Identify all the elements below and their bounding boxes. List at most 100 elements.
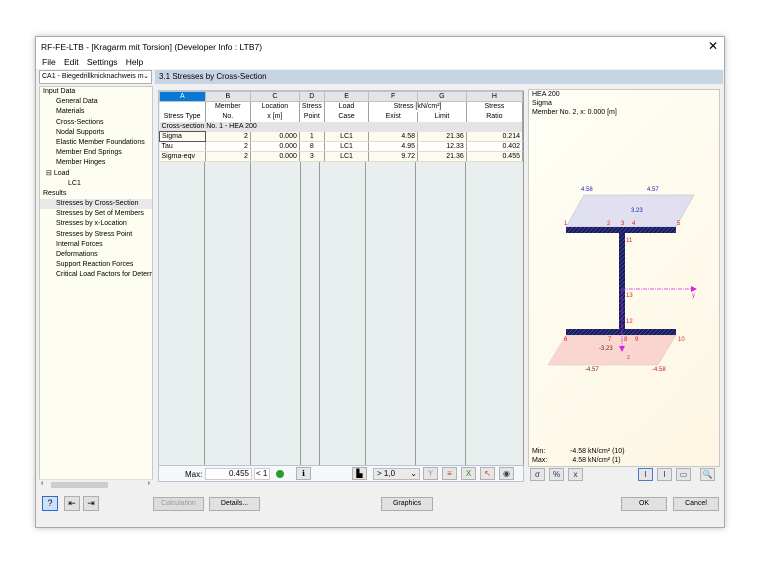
table-row[interactable]: Sigma 2 0.000 1 LC1 4.58 21.36 0.214	[159, 131, 524, 142]
max-label: Max:	[185, 470, 203, 479]
tree-item[interactable]: Elastic Member Foundations	[56, 138, 145, 146]
case-select[interactable]: CA1 - Biegedrillknicknachweis m ⌄	[39, 70, 152, 84]
calculation-button[interactable]: Calculation	[153, 497, 204, 511]
tree-results[interactable]: Results	[43, 189, 67, 197]
cell[interactable]: 3	[299, 151, 325, 162]
cell[interactable]: Sigma-eqv	[159, 151, 206, 162]
tree-item[interactable]: Cross-Sections	[56, 118, 104, 126]
col-letter[interactable]: G	[417, 91, 467, 102]
col-head: Location	[250, 101, 300, 112]
info-icon[interactable]: ℹ	[296, 467, 311, 480]
cell[interactable]: 2	[205, 141, 251, 152]
point-label: 9	[635, 337, 639, 343]
tree-item[interactable]: Critical Load Factors for Determ	[56, 271, 153, 279]
numbering-icon[interactable]: ▭	[676, 468, 691, 481]
point-label: 13	[626, 293, 633, 299]
stress-diagram-icon[interactable]: σ	[530, 468, 545, 481]
cell[interactable]: Sigma	[159, 131, 206, 142]
cell[interactable]: LC1	[324, 131, 370, 142]
ratio-filter-select[interactable]: > 1,0 ⌄	[373, 468, 420, 480]
tree-load[interactable]: ⊟ Load	[46, 169, 70, 177]
details-button[interactable]: Details...	[209, 497, 260, 511]
col-letter[interactable]: D	[298, 91, 325, 102]
col-letter[interactable]: A	[159, 91, 206, 102]
scroll-thumb[interactable]	[51, 482, 108, 488]
table-row[interactable]: Tau 2 0.000 8 LC1 4.95 12.33 0.402	[159, 141, 524, 152]
col-letter[interactable]: B	[204, 91, 251, 102]
col-head: Stress [kN/cm²]	[368, 101, 467, 112]
ok-button[interactable]: OK	[621, 497, 667, 511]
cell[interactable]: 1	[299, 131, 325, 142]
tree-lc1[interactable]: LC1	[68, 179, 81, 187]
section-view-icon[interactable]: I	[638, 468, 653, 481]
scroll-left-icon[interactable]: ‹	[41, 480, 44, 487]
cell[interactable]: 0.000	[250, 151, 300, 162]
menu-edit[interactable]: Edit	[63, 57, 79, 67]
section-icon[interactable]: ▙	[352, 467, 367, 480]
tree-item[interactable]: Member End Springs	[56, 149, 122, 157]
close-icon[interactable]: ✕	[707, 39, 718, 53]
excel-export-icon[interactable]: X	[461, 467, 476, 480]
filter-icon[interactable]: Y	[423, 467, 438, 480]
col-letter[interactable]: C	[249, 91, 300, 102]
cell[interactable]: 12.33	[417, 141, 467, 152]
cancel-button[interactable]: Cancel	[673, 497, 719, 511]
menu-help[interactable]: Help	[125, 57, 144, 67]
cell[interactable]: 0.000	[250, 141, 300, 152]
cell[interactable]: 0.455	[466, 151, 524, 162]
max-point: (1)	[612, 457, 621, 464]
point-label: 7	[608, 337, 612, 343]
view-eye-icon[interactable]: ◉	[499, 467, 514, 480]
tree-item[interactable]: Internal Forces	[56, 240, 103, 248]
tree-item[interactable]: Deformations	[56, 251, 98, 258]
table-row[interactable]: Sigma-eqv 2 0.000 3 LC1 9.72 21.36 0.455	[159, 151, 524, 162]
tree-item[interactable]: Materials	[56, 108, 85, 116]
cell[interactable]: 4.58	[368, 131, 419, 142]
cell[interactable]: 4.95	[368, 141, 419, 152]
tree-scrollbar[interactable]: ‹ ›	[39, 479, 153, 489]
tree-input-data[interactable]: Input Data	[43, 88, 76, 95]
col-letter[interactable]: H	[465, 91, 524, 102]
next-icon[interactable]: ⇥	[83, 496, 99, 511]
col-head: Limit	[417, 111, 467, 122]
tree-item[interactable]: General Data	[56, 98, 98, 106]
cell[interactable]: 0.000	[250, 131, 300, 142]
cell[interactable]: 21.36	[417, 151, 467, 162]
cell[interactable]: 8	[299, 141, 325, 152]
tree-item[interactable]: Support Reaction Forces	[56, 261, 134, 269]
help-icon[interactable]: ?	[42, 496, 58, 511]
tree-item-selected[interactable]: Stresses by Cross-Section	[40, 199, 152, 210]
values-icon[interactable]: x	[568, 468, 583, 481]
min-label: Min:	[532, 448, 546, 455]
dimensions-icon[interactable]: I	[657, 468, 672, 481]
tree-item[interactable]: Stresses by Set of Members	[56, 210, 144, 218]
cell[interactable]: LC1	[324, 151, 370, 162]
col-head	[159, 101, 206, 112]
graphic-type: Sigma	[532, 100, 552, 107]
col-letter[interactable]: E	[323, 91, 370, 102]
cell[interactable]: 21.36	[417, 131, 467, 142]
group-row: Cross-section No. 1 - HEA 200	[159, 121, 523, 132]
previous-icon[interactable]: ⇤	[64, 496, 80, 511]
scroll-right-icon[interactable]: ›	[147, 480, 150, 487]
cell[interactable]: 0.402	[466, 141, 524, 152]
cell[interactable]: 0.214	[466, 131, 524, 142]
cell[interactable]: LC1	[324, 141, 370, 152]
percent-diagram-icon[interactable]: %	[549, 468, 564, 481]
menu-file[interactable]: File	[42, 57, 56, 67]
tree-item[interactable]: Stresses by Stress Point	[56, 230, 133, 238]
cell[interactable]: Tau	[159, 141, 206, 152]
tree-item[interactable]: Stresses by x-Location	[56, 220, 127, 228]
graphics-button[interactable]: Graphics	[381, 497, 433, 511]
cell[interactable]: 2	[205, 151, 251, 162]
col-letter[interactable]: F	[368, 91, 419, 102]
zoom-reset-icon[interactable]: 🔍	[700, 468, 715, 481]
tree-item[interactable]: Nodal Supports	[56, 128, 105, 136]
select-pointer-icon[interactable]: ↖	[480, 467, 495, 480]
cell[interactable]: 9.72	[368, 151, 419, 162]
color-scale-icon[interactable]: ≡	[442, 467, 457, 480]
cell[interactable]: 2	[205, 131, 251, 142]
tree-item[interactable]: Member Hinges	[56, 159, 106, 167]
menu-settings[interactable]: Settings	[86, 57, 118, 67]
